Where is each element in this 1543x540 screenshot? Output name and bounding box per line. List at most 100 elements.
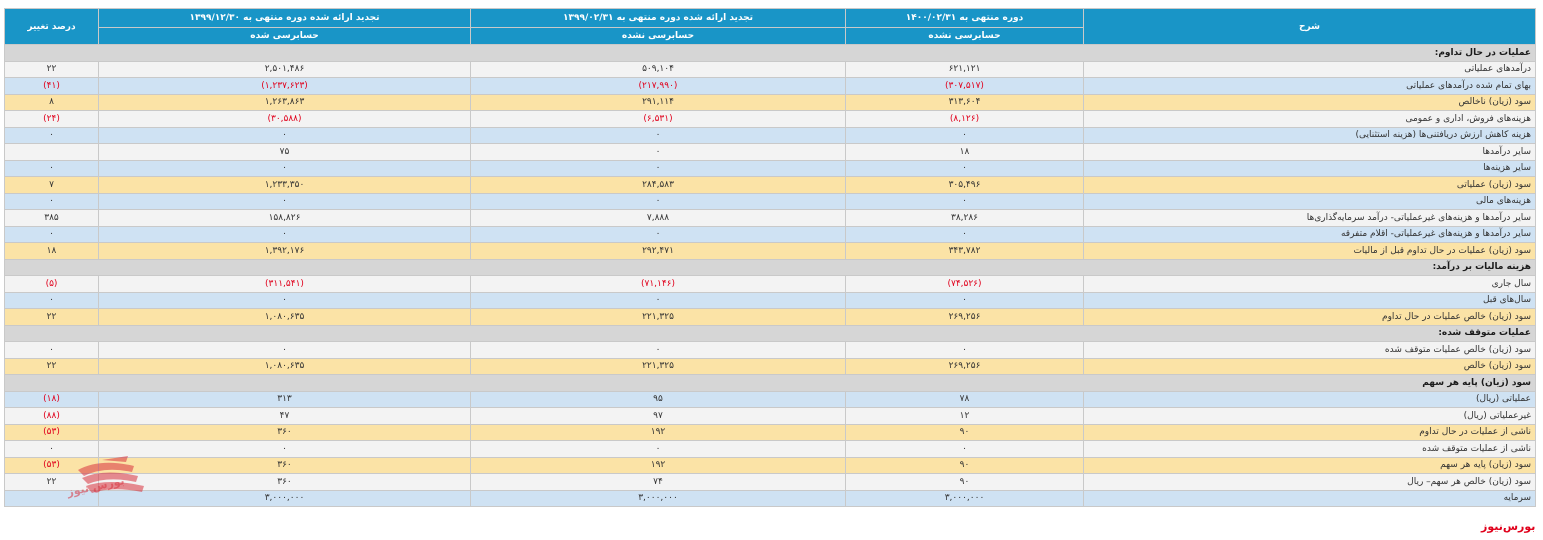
table-row: سال‌های قبل ۰ ۰ ۰ ۰ [4, 291, 1536, 309]
table-row: هزینه‌های مالی ۰ ۰ ۰ ۰ [4, 192, 1536, 210]
value-period-1: ۰ [845, 225, 1084, 243]
value-period-1: ۰ [845, 192, 1084, 210]
header-audit-1: حسابرسی نشده [845, 27, 1084, 45]
value-period-3: ۲,۵۰۱,۴۸۶ [98, 60, 471, 78]
value-period-1: ۶۲۱,۱۲۱ [845, 60, 1084, 78]
value-period-2: ۰ [470, 126, 846, 144]
value-period-2: ۰ [470, 143, 846, 161]
value-period-1: ۹۰ [845, 456, 1084, 474]
header-period-2: تجدید ارائه شده دوره منتهی به ۱۳۹۹/۰۲/۳۱ [470, 8, 846, 28]
value-period-3: (۳۱۱,۵۴۱) [98, 275, 471, 293]
value-period-2: ۲۹۲,۴۷۱ [470, 242, 846, 260]
value-change: (۲۴) [4, 110, 99, 128]
value-period-2: ۰ [470, 291, 846, 309]
value-period-3: ۳۱۳ [98, 390, 471, 408]
table-row: سود (زیان) خالص هر سهم– ریال ۹۰ ۷۴ ۳۶۰ ۲۲ [4, 473, 1536, 491]
row-label: سود (زیان) خالص هر سهم– ریال [1083, 473, 1536, 491]
value-change: ۸ [4, 93, 99, 111]
row-label: سایر درآمدها و هزینه‌های غیرعملیاتی- درآ… [1083, 209, 1536, 227]
value-period-3: ۰ [98, 192, 471, 210]
table-row: سود (زیان) عملیاتی ۳۰۵,۴۹۶ ۲۸۴,۵۸۳ ۱,۲۳۳,۳۵… [4, 176, 1536, 194]
section-title: عملیات متوقف شده: [4, 324, 1536, 342]
row-label: سود (زیان) عملیات در حال تداوم قبل از ما… [1083, 242, 1536, 260]
table-row: سود (زیان) خالص ۲۶۹,۲۵۶ ۲۲۱,۳۲۵ ۱,۰۸۰,۶۳۵ ۲۲ [4, 357, 1536, 375]
value-period-2: ۰ [470, 440, 846, 458]
value-change: ۲۲ [4, 308, 99, 326]
row-label: سود (زیان) ناخالص [1083, 93, 1536, 111]
table-row: سود (زیان) پایه هر سهم ۹۰ ۱۹۲ ۳۶۰ (۵۳) [4, 456, 1536, 474]
value-period-3: ۳,۰۰۰,۰۰۰ [98, 489, 471, 507]
header-audit-row: حسابرسی نشده حسابرسی نشده حسابرسی شده [5, 27, 1536, 45]
value-period-2: ۳,۰۰۰,۰۰۰ [470, 489, 846, 507]
row-label: هزینه‌های مالی [1083, 192, 1536, 210]
value-period-2: ۰ [470, 159, 846, 177]
value-period-3: (۳۰,۵۸۸) [98, 110, 471, 128]
row-label: سود (زیان) پایه هر سهم [1083, 456, 1536, 474]
value-period-3: ۰ [98, 341, 471, 359]
row-label: سال جاری [1083, 275, 1536, 293]
table-row: هزینه کاهش ارزش دریافتنی‌ها (هزینه استثن… [4, 126, 1536, 144]
value-period-2: ۷۴ [470, 473, 846, 491]
value-period-1: ۹۰ [845, 473, 1084, 491]
value-change: ۰ [4, 225, 99, 243]
value-period-1: ۲۶۹,۲۵۶ [845, 357, 1084, 375]
value-period-3: ۰ [98, 225, 471, 243]
header-period-1: دوره منتهی به ۱۴۰۰/۰۲/۳۱ [845, 8, 1084, 28]
value-period-3: ۱,۰۸۰,۶۳۵ [98, 308, 471, 326]
value-period-3: ۰ [98, 440, 471, 458]
income-statement-table: شرح دوره منتهی به ۱۴۰۰/۰۲/۳۱ تجدید ارائه… [4, 8, 1536, 507]
value-period-1: ۰ [845, 126, 1084, 144]
row-label: سود (زیان) خالص عملیات در حال تداوم [1083, 308, 1536, 326]
header-row: شرح دوره منتهی به ۱۴۰۰/۰۲/۳۱ تجدید ارائه… [4, 8, 1536, 45]
table-body: عملیات در حال تداوم: درآمدهای عملیاتی ۶۲۱,… [4, 44, 1536, 507]
value-change: (۵۳) [4, 423, 99, 441]
row-label: سود (زیان) خالص [1083, 357, 1536, 375]
value-period-3: ۱,۳۹۲,۱۷۶ [98, 242, 471, 260]
row-label: سایر درآمدها و هزینه‌های غیرعملیاتی- اقل… [1083, 225, 1536, 243]
value-period-3: ۱,۰۸۰,۶۳۵ [98, 357, 471, 375]
brand-watermark: بورس‌نیوز [1481, 520, 1536, 533]
value-period-2: ۱۹۲ [470, 456, 846, 474]
section-row: عملیات در حال تداوم: [4, 44, 1536, 62]
value-change [4, 489, 99, 507]
section-row: هزینه مالیات بر درآمد: [4, 258, 1536, 276]
value-period-1: ۳۰۵,۴۹۶ [845, 176, 1084, 194]
section-row: سود (زیان) پایه هر سهم [4, 374, 1536, 392]
row-label: ناشی از عملیات متوقف شده [1083, 440, 1536, 458]
value-period-3: ۱,۲۳۳,۳۵۰ [98, 176, 471, 194]
value-period-1: ۰ [845, 341, 1084, 359]
value-change: (۸۸) [4, 407, 99, 425]
value-change: ۰ [4, 440, 99, 458]
value-period-2: ۹۷ [470, 407, 846, 425]
value-change: (۱۸) [4, 390, 99, 408]
row-label: ناشی از عملیات در حال تداوم [1083, 423, 1536, 441]
value-period-1: ۱۸ [845, 143, 1084, 161]
value-period-3: ۰ [98, 291, 471, 309]
value-period-1: ۰ [845, 291, 1084, 309]
value-change: ۷ [4, 176, 99, 194]
table-row: سرمایه ۳,۰۰۰,۰۰۰ ۳,۰۰۰,۰۰۰ ۳,۰۰۰,۰۰۰ [4, 489, 1536, 507]
value-period-2: ۹۵ [470, 390, 846, 408]
value-change: ۱۸ [4, 242, 99, 260]
value-period-3: ۷۵ [98, 143, 471, 161]
value-change: ۲۲ [4, 473, 99, 491]
value-change: ۰ [4, 192, 99, 210]
value-period-2: (۶,۵۳۱) [470, 110, 846, 128]
header-audit-2: حسابرسی نشده [470, 27, 846, 45]
table-row: سود (زیان) خالص عملیات در حال تداوم ۲۶۹,۲… [4, 308, 1536, 326]
row-label: هزینه‌های فروش، اداری و عمومی [1083, 110, 1536, 128]
table-row: بهای تمام شده درآمدهای عملیاتی (۳۰۷,۵۱۷)(… [4, 77, 1536, 95]
value-period-3: ۳۶۰ [98, 456, 471, 474]
table-row: عملیاتی (ریال) ۷۸ ۹۵ ۳۱۳ (۱۸) [4, 390, 1536, 408]
value-period-3: ۱۵۸,۸۲۶ [98, 209, 471, 227]
value-period-2: (۲۱۷,۹۹۰) [470, 77, 846, 95]
header-audit-3: حسابرسی شده [98, 27, 471, 45]
value-period-2: ۰ [470, 192, 846, 210]
value-period-1: ۳۴۳,۷۸۲ [845, 242, 1084, 260]
table-row: سایر هزینه‌ها ۰ ۰ ۰ ۰ [4, 159, 1536, 177]
value-period-2: ۲۸۴,۵۸۳ [470, 176, 846, 194]
value-change: ۰ [4, 291, 99, 309]
value-period-2: ۲۲۱,۳۲۵ [470, 357, 846, 375]
value-period-3: ۳۶۰ [98, 473, 471, 491]
table-row: سود (زیان) خالص عملیات متوقف شده ۰ ۰ ۰ ۰ [4, 341, 1536, 359]
